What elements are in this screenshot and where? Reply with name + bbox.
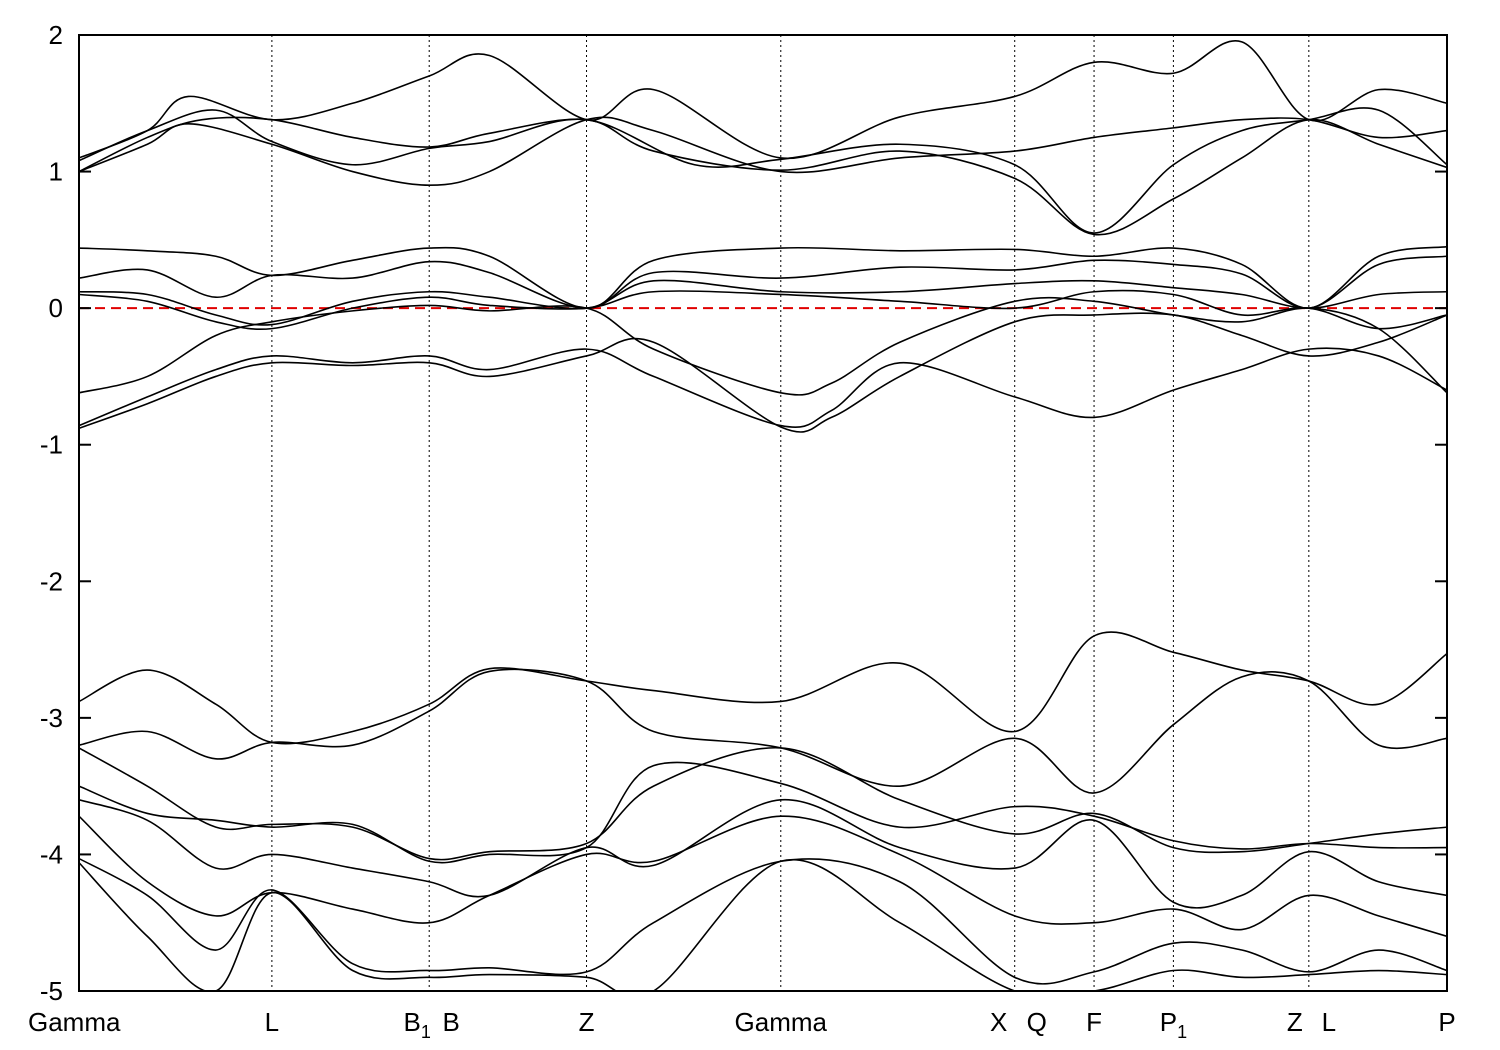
y-tick-label: 0 bbox=[49, 293, 63, 323]
band-line bbox=[79, 39, 1447, 160]
y-tick-label: -4 bbox=[40, 839, 63, 869]
kpoint-label: Gamma bbox=[735, 1007, 828, 1037]
kpoint-label: L bbox=[1322, 1007, 1336, 1037]
kpoint-label: L bbox=[265, 1007, 279, 1037]
y-tick-label: 2 bbox=[49, 20, 63, 50]
band-line bbox=[79, 747, 1447, 861]
x-axis: Gamma L B1 B Z Gamma X Q F P1 Z L P bbox=[28, 1007, 1456, 1042]
band-line bbox=[79, 347, 1447, 428]
band-line bbox=[79, 107, 1447, 234]
band-line bbox=[79, 116, 1447, 236]
band-line bbox=[79, 255, 1447, 309]
kpoint-label: F bbox=[1086, 1007, 1102, 1037]
band-line bbox=[79, 668, 1447, 794]
kpoint-label: P1 bbox=[1160, 1007, 1187, 1042]
kpoint-label: Z bbox=[1287, 1007, 1303, 1037]
kpoint-label: P bbox=[1438, 1007, 1455, 1037]
band-series bbox=[79, 39, 1447, 991]
band-line bbox=[79, 761, 1447, 864]
plot-frame bbox=[78, 34, 1448, 992]
band-line bbox=[79, 289, 1447, 330]
plot-border bbox=[78, 34, 1448, 992]
y-axis: 2 1 0 -1 -2 -3 -4 -5 bbox=[40, 20, 1447, 1006]
band-line bbox=[79, 279, 1447, 326]
kpoint-label: B1 bbox=[404, 1007, 431, 1042]
band-line bbox=[79, 312, 1447, 433]
band-line bbox=[79, 815, 1447, 938]
y-tick-label: -2 bbox=[40, 566, 63, 596]
kpoint-label: Gamma bbox=[28, 1007, 121, 1037]
band-line bbox=[79, 631, 1447, 745]
band-line bbox=[79, 858, 1447, 991]
y-tick-label: -5 bbox=[40, 976, 63, 1006]
band-line bbox=[79, 296, 1447, 396]
band-line bbox=[79, 857, 1447, 985]
kpoint-label: Z bbox=[579, 1007, 595, 1037]
y-tick-label: -1 bbox=[40, 430, 63, 460]
band-line bbox=[79, 116, 1447, 187]
y-tick-label: -3 bbox=[40, 703, 63, 733]
kpoint-lines bbox=[271, 35, 1310, 991]
kpoint-label: X bbox=[990, 1007, 1007, 1037]
kpoint-label: Q bbox=[1027, 1007, 1047, 1037]
band-line bbox=[79, 798, 1447, 909]
y-tick-label: 1 bbox=[49, 157, 63, 187]
kpoint-label: B bbox=[443, 1007, 460, 1037]
